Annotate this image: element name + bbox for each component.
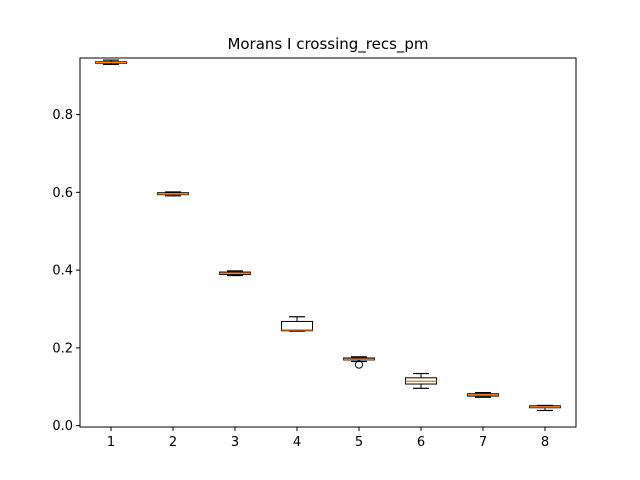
box-group-8 xyxy=(529,404,561,412)
y-tick-label: 0.4 xyxy=(52,264,73,279)
x-tick-label: 3 xyxy=(231,435,239,450)
box-group-6 xyxy=(405,372,437,389)
box xyxy=(281,320,313,332)
box-group-5 xyxy=(343,356,375,369)
x-tick-label: 2 xyxy=(169,435,177,450)
x-tick-label: 1 xyxy=(107,435,115,450)
outlier-point xyxy=(354,360,364,369)
x-tick-label: 8 xyxy=(541,435,549,450)
box-group-7 xyxy=(467,391,499,398)
y-axis: 0.0 0.2 0.4 0.6 0.8 xyxy=(52,108,80,434)
y-tick-label: 0.6 xyxy=(52,186,73,201)
box-group-1 xyxy=(95,59,127,66)
plot-frame xyxy=(79,57,577,428)
chart-title: Morans I crossing_recs_pm xyxy=(227,35,428,54)
x-axis: 1 2 3 4 5 6 7 8 xyxy=(107,427,549,450)
box-group-3 xyxy=(219,270,251,277)
chart-marks xyxy=(95,59,561,412)
y-tick-label: 0.2 xyxy=(52,341,73,356)
y-tick-label: 0.8 xyxy=(52,108,73,123)
y-tick-label: 0.0 xyxy=(52,419,73,434)
x-tick-label: 6 xyxy=(417,435,425,450)
x-tick-label: 5 xyxy=(355,435,363,450)
x-tick-label: 4 xyxy=(293,435,301,450)
x-tick-label: 7 xyxy=(479,435,487,450)
box-group-4 xyxy=(281,316,313,332)
box-group-2 xyxy=(157,191,189,197)
